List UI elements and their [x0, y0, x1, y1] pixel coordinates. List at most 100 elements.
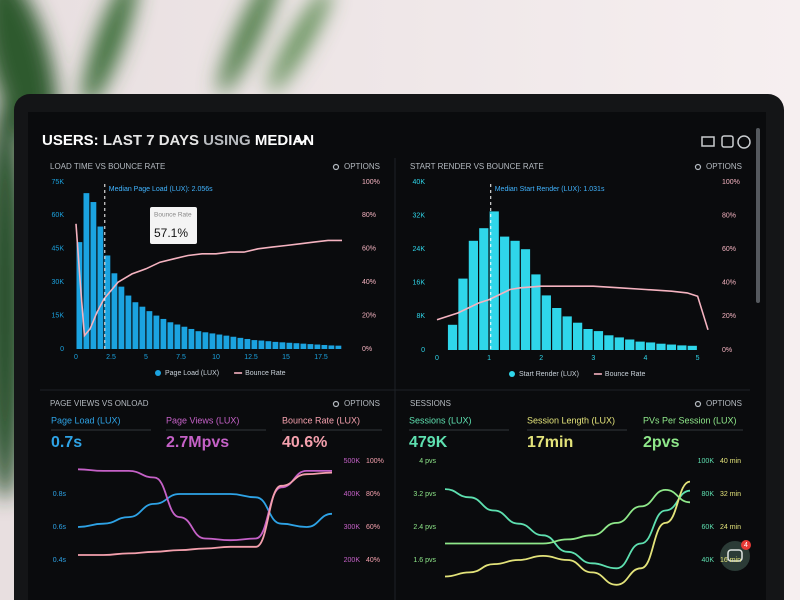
options-button[interactable]: OPTIONS	[706, 399, 742, 408]
y-tick-label: 0	[60, 346, 64, 353]
metric-value: 2.7Mpvs	[166, 434, 229, 451]
x-tick-label: 15	[282, 354, 290, 361]
options-button[interactable]: OPTIONS	[344, 162, 380, 171]
options-icon	[694, 400, 702, 408]
y2-tick-label: 100K	[698, 458, 715, 465]
bar	[510, 240, 520, 350]
bar	[188, 328, 195, 349]
chat-badge: 4	[744, 542, 748, 549]
metric-label: Page Views (LUX)	[166, 415, 239, 425]
legend-swatch	[155, 370, 161, 376]
y-tick-label: 3.2 pvs	[413, 491, 436, 498]
header-title: USERS: LAST 7 DAYS USING MEDIAN	[42, 132, 314, 149]
options-button[interactable]: OPTIONS	[706, 162, 742, 171]
bar	[272, 341, 279, 349]
y-tick-label: 30K	[52, 279, 65, 286]
y2-tick-label: 300K	[344, 524, 361, 531]
bar	[645, 342, 656, 350]
chat-button[interactable]: 4	[720, 540, 751, 571]
bar	[687, 345, 697, 350]
bar	[531, 274, 541, 350]
y3-tick-label: 40 min	[720, 458, 741, 465]
bar	[202, 332, 209, 349]
bar	[573, 322, 583, 350]
y-tick-label: 60K	[52, 212, 65, 219]
dropdown-chevron[interactable]	[295, 136, 309, 145]
y-tick-label: 75K	[52, 179, 65, 186]
metric-value: 2pvs	[643, 434, 680, 451]
x-tick-label: 10	[212, 354, 220, 361]
y-tick-label: 4 pvs	[419, 458, 436, 465]
bar	[468, 240, 478, 350]
bar	[604, 335, 614, 350]
bar	[552, 308, 562, 350]
bar	[76, 242, 83, 349]
y2-tick-label: 80K	[702, 491, 715, 498]
x-tick-label: 7.5	[176, 354, 186, 361]
options-button[interactable]: OPTIONS	[344, 399, 380, 408]
y3-tick-label: 60%	[366, 524, 380, 531]
panel-title: START RENDER VS BOUNCE RATE	[410, 162, 544, 171]
bar	[656, 343, 666, 350]
y2-tick-label: 40%	[722, 280, 736, 287]
bar	[83, 193, 90, 349]
bar	[118, 286, 125, 349]
y-tick-label: 45K	[52, 246, 65, 253]
bar	[328, 345, 335, 349]
bar	[614, 337, 624, 350]
icon-help[interactable]	[737, 135, 751, 149]
y-tick-label: 16K	[413, 280, 426, 287]
y2-tick-label: 60%	[362, 246, 376, 253]
y-tick-label: 0.4s	[53, 557, 67, 564]
y3-tick-label: 16 min	[720, 557, 741, 564]
y3-tick-label: 24 min	[720, 524, 741, 531]
x-tick-label: 3	[591, 355, 595, 362]
icon-image[interactable]	[721, 135, 734, 148]
bar	[139, 306, 146, 349]
bar	[181, 326, 188, 349]
bar	[174, 324, 181, 349]
bar	[479, 228, 489, 350]
y2-tick-label: 200K	[344, 557, 361, 564]
header-word: MEDIAN	[255, 132, 314, 149]
header-word: USERS:	[42, 132, 99, 149]
metric-label: Page Load (LUX)	[51, 415, 121, 425]
options-icon	[332, 163, 340, 171]
legend-label: Page Load (LUX)	[165, 370, 219, 377]
y2-tick-label: 20%	[722, 313, 736, 320]
x-tick-label: 12.5	[244, 354, 258, 361]
legend-label: Bounce Rate	[245, 370, 286, 377]
bar	[153, 315, 160, 349]
bar	[314, 344, 321, 349]
header-word: USING	[203, 132, 251, 149]
icon-screen[interactable]	[701, 136, 715, 147]
bar	[520, 249, 531, 350]
panel-title: LOAD TIME VS BOUNCE RATE	[50, 162, 165, 171]
bar	[458, 278, 468, 350]
chat-icon	[727, 549, 743, 562]
bar	[251, 340, 258, 349]
x-tick-label: 2	[539, 355, 543, 362]
bar	[279, 342, 286, 349]
bar	[111, 273, 118, 349]
bar	[625, 339, 635, 350]
bar	[489, 211, 499, 350]
scrollbar	[756, 128, 760, 303]
screen	[28, 112, 766, 600]
bar	[244, 338, 251, 349]
bar	[593, 331, 604, 350]
bar	[666, 344, 677, 350]
bar	[447, 324, 458, 350]
bar	[562, 316, 572, 350]
y2-tick-label: 400K	[344, 491, 361, 498]
bar	[167, 322, 174, 349]
bar	[223, 335, 230, 349]
bar	[286, 342, 293, 349]
bar	[293, 343, 300, 349]
median-label: Median Start Render (LUX): 1.031s	[495, 186, 605, 193]
y-tick-label: 32K	[413, 212, 426, 219]
header-icons	[701, 135, 751, 149]
bar	[125, 295, 132, 349]
y3-tick-label: 100%	[366, 458, 384, 465]
